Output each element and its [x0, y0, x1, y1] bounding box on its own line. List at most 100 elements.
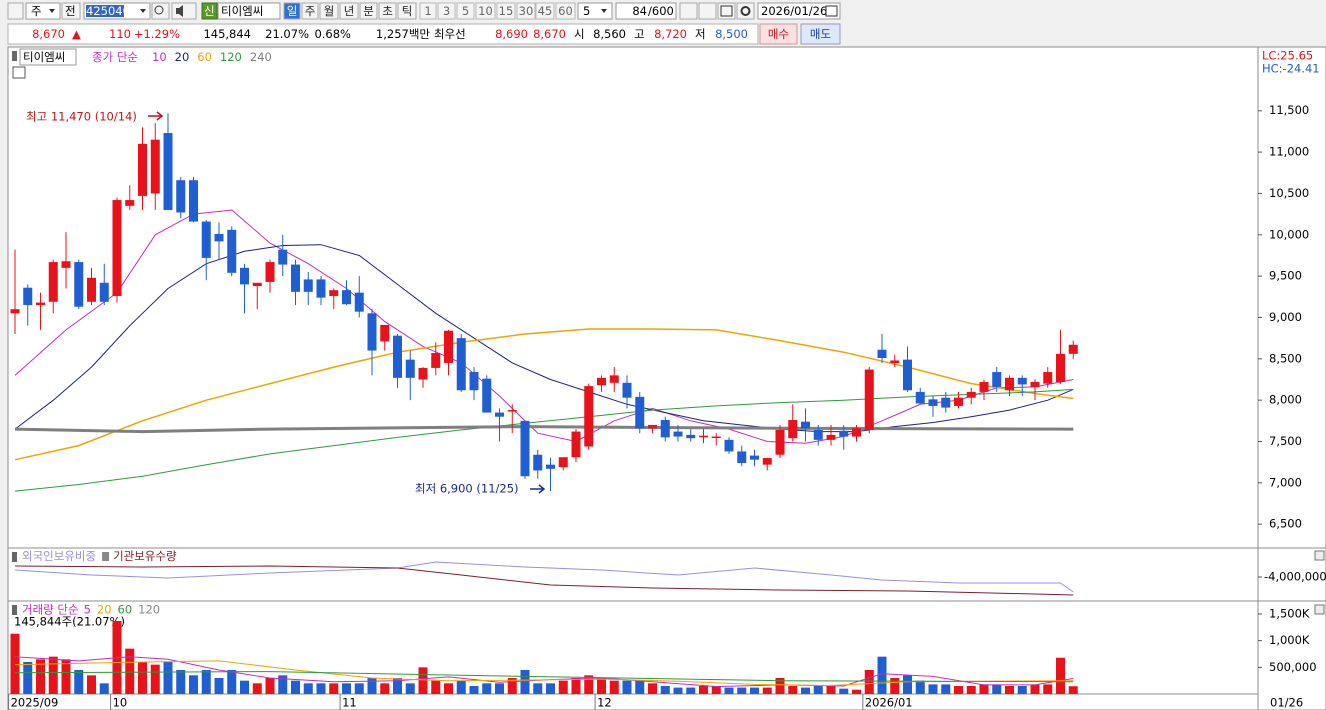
candle-body: [699, 435, 708, 438]
volume-bar: [1043, 684, 1053, 694]
turnover: 21.07%: [265, 27, 309, 41]
candle-body: [393, 335, 402, 378]
interval-button[interactable]: [555, 2, 576, 20]
candle-body: [558, 457, 568, 468]
candle-body: [826, 434, 836, 440]
search-button[interactable]: [151, 2, 170, 20]
candle-body: [265, 262, 275, 282]
settings-button[interactable]: [736, 2, 755, 20]
volume-bar: [150, 664, 160, 694]
legend-entry: 60: [197, 50, 212, 64]
period-button[interactable]: [339, 2, 359, 20]
period-button[interactable]: [283, 2, 301, 20]
volume-bar: [227, 670, 237, 694]
interval-label: 1: [424, 4, 431, 18]
volume-bar: [801, 687, 810, 694]
scope-button[interactable]: [61, 2, 81, 20]
volume-bar: [558, 680, 568, 694]
legend-entry: 외국인보유비중: [22, 549, 96, 563]
low-arrow: [530, 484, 546, 494]
panel-handle: [12, 605, 17, 615]
volume-bar: [1005, 686, 1014, 694]
ma-label: 종가 단순: [92, 50, 138, 64]
count-field[interactable]: [615, 2, 677, 20]
save-icon: [720, 5, 733, 17]
candle-body: [431, 353, 441, 368]
panel-minimize[interactable]: [1314, 604, 1325, 615]
volume-bar: [571, 678, 581, 694]
volume-bar: [240, 680, 249, 694]
volume-bar: [520, 670, 530, 694]
period-button[interactable]: [319, 2, 339, 20]
tool-button[interactable]: [679, 2, 698, 20]
volume: 145,844: [203, 27, 251, 41]
period-button[interactable]: [301, 2, 319, 20]
volume-bar: [750, 687, 759, 694]
panel-minimize[interactable]: [1314, 550, 1325, 561]
interval-button[interactable]: [516, 2, 536, 20]
period-label: 월: [324, 4, 335, 18]
period-button[interactable]: [378, 2, 397, 20]
unit: 5: [583, 4, 590, 18]
candle-body: [1030, 381, 1040, 387]
date-field[interactable]: [757, 2, 841, 20]
save-button[interactable]: [717, 2, 736, 20]
candle-body: [405, 359, 415, 378]
candle-body: [762, 458, 772, 465]
candle-body: [367, 313, 377, 351]
volume-bar: [826, 686, 836, 694]
volume-bar: [48, 656, 58, 694]
volume-bar: [456, 680, 466, 694]
volume-bar: [469, 686, 479, 694]
volume-bar: [278, 675, 288, 694]
high-label: 고: [634, 27, 645, 41]
scope: 전: [65, 4, 76, 18]
panel-handle: [12, 51, 17, 61]
menu-button[interactable]: [7, 2, 24, 20]
market-select[interactable]: [25, 2, 61, 20]
table-icon[interactable]: [12, 66, 26, 79]
stock-code: 425040: [86, 4, 130, 18]
interval-label: 15: [499, 4, 514, 18]
chart-frame: [7, 46, 1326, 710]
volume-bar: [125, 648, 135, 694]
lc: LC:25.65: [1262, 49, 1313, 63]
candle-body: [1056, 353, 1065, 382]
candle-body: [546, 464, 555, 469]
x-tick-label: 12: [597, 696, 612, 710]
interval-button[interactable]: [496, 2, 516, 20]
sell-button[interactable]: [800, 23, 841, 45]
interval-button[interactable]: [437, 2, 456, 20]
volume-bar: [495, 683, 504, 694]
volume-bar: [1068, 686, 1078, 694]
volume-bar: [303, 683, 313, 694]
volume-bar: [507, 678, 517, 694]
volume-bar: [1017, 686, 1027, 694]
candle-body: [507, 410, 517, 412]
candle-body: [48, 262, 58, 302]
unit-select[interactable]: [577, 2, 613, 20]
volume-bar: [316, 683, 326, 694]
gear-icon: [740, 6, 751, 16]
candle-body: [99, 282, 109, 302]
interval-button[interactable]: [456, 2, 475, 20]
interval-button[interactable]: [419, 2, 437, 20]
tool-button[interactable]: [698, 2, 717, 20]
volume-bar: [482, 683, 492, 694]
candle-body: [801, 421, 810, 429]
interval-button[interactable]: [535, 2, 555, 20]
chart-stock-name: 티이엠씨: [23, 50, 65, 64]
buy-button[interactable]: [759, 23, 798, 45]
candle-body: [189, 180, 198, 222]
candle-body: [737, 451, 747, 464]
interval-button[interactable]: [475, 2, 496, 20]
sound-button[interactable]: [171, 2, 197, 20]
candle-body: [635, 396, 645, 429]
period-button[interactable]: [397, 2, 417, 20]
candle-body: [775, 429, 785, 455]
period-button[interactable]: [359, 2, 378, 20]
candle-body: [418, 367, 428, 380]
period-label: 년: [344, 4, 355, 18]
candle-body: [201, 221, 211, 258]
change-arrow: ▲: [72, 27, 81, 41]
